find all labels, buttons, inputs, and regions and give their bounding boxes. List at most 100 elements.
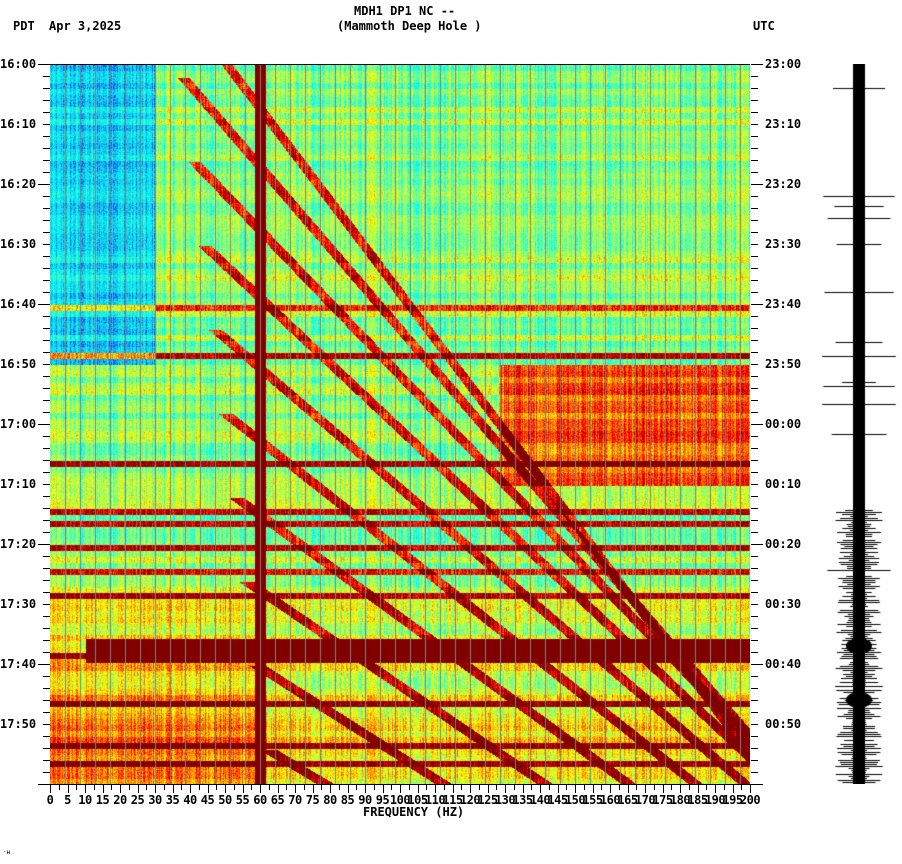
y-tick-left <box>43 736 50 737</box>
x-tick <box>601 784 602 790</box>
y-tick-left <box>43 124 50 125</box>
y-tick-label-right: 00:10 <box>765 477 802 491</box>
y-tick-right <box>751 484 758 485</box>
x-tick <box>391 784 392 790</box>
y-tick-right <box>751 208 758 209</box>
y-tick-left <box>43 412 50 413</box>
y-tick-left <box>43 196 50 197</box>
y-tick-right <box>751 148 758 149</box>
y-tick-label-right: 23:30 <box>765 237 802 251</box>
x-tick <box>129 784 130 790</box>
x-tick-label: 80 <box>323 793 337 807</box>
x-tick-label: 190 <box>704 793 726 807</box>
y-tick-left <box>43 352 50 353</box>
y-tick-label-left: 17:00 <box>0 417 37 431</box>
y-tick-label-right: 00:00 <box>765 417 802 431</box>
x-tick-label: 135 <box>512 793 533 807</box>
y-tick-label-right: 00:20 <box>765 537 802 551</box>
y-tick-label-right: 23:00 <box>765 57 802 71</box>
x-tick <box>680 784 681 793</box>
x-tick-label: 160 <box>599 793 621 807</box>
x-tick <box>138 784 139 793</box>
y-tick-right <box>751 688 758 689</box>
y-tick-right <box>751 760 758 761</box>
x-tick <box>610 784 611 793</box>
y-tick-right <box>751 196 758 197</box>
y-tick-left <box>43 580 50 581</box>
x-tick <box>444 784 445 790</box>
y-tick-right <box>751 112 758 113</box>
x-tick-label: 150 <box>564 793 586 807</box>
x-tick-label: 75 <box>305 793 320 807</box>
y-tick-left <box>43 724 50 725</box>
y-tick-right <box>751 340 758 341</box>
x-tick <box>243 784 244 793</box>
x-tick <box>496 784 497 790</box>
x-tick <box>593 784 594 793</box>
y-tick-right <box>751 736 758 737</box>
x-tick <box>636 784 637 790</box>
x-tick <box>155 784 156 793</box>
y-tick-left <box>43 616 50 617</box>
y-tick-left <box>43 88 50 89</box>
x-tick-label: 120 <box>459 793 481 807</box>
y-tick-left <box>43 100 50 101</box>
x-tick <box>715 784 716 793</box>
x-tick-label: 40 <box>183 793 197 807</box>
y-tick-left <box>43 400 50 401</box>
right-timezone-label: UTC <box>753 19 775 33</box>
location-title: (Mammoth Deep Hole ) <box>337 19 482 33</box>
x-tick <box>216 784 217 790</box>
y-tick-right <box>751 88 758 89</box>
x-tick <box>295 784 296 793</box>
y-tick-left <box>43 340 50 341</box>
x-tick <box>190 784 191 793</box>
x-tick <box>103 784 104 793</box>
footnote-mark: ˑʜ <box>3 849 11 856</box>
y-tick-right <box>751 652 758 653</box>
x-tick-label: 140 <box>529 793 551 807</box>
x-tick <box>724 784 725 790</box>
y-tick-right <box>751 268 758 269</box>
y-tick-label-right: 23:40 <box>765 297 802 311</box>
x-tick <box>383 784 384 793</box>
x-tick-label: 20 <box>113 793 127 807</box>
y-tick-left <box>43 460 50 461</box>
seismogram-trace <box>820 64 902 784</box>
x-tick <box>234 784 235 790</box>
x-tick <box>278 784 279 793</box>
y-tick-left <box>43 496 50 497</box>
y-tick-right <box>751 136 758 137</box>
x-tick <box>348 784 349 793</box>
y-tick-label-left: 16:50 <box>0 357 37 371</box>
x-tick-label: 155 <box>582 793 603 807</box>
y-tick-left <box>43 532 50 533</box>
x-tick <box>146 784 147 790</box>
y-tick-right <box>751 280 758 281</box>
y-tick-right <box>751 628 758 629</box>
x-tick <box>741 784 742 790</box>
x-tick-label: 0 <box>46 793 54 807</box>
y-tick-left <box>43 700 50 701</box>
x-tick <box>339 784 340 790</box>
y-tick-label-left: 16:10 <box>0 117 37 131</box>
x-tick-label: 55 <box>235 793 250 807</box>
y-tick-left <box>43 508 50 509</box>
x-tick-label: 200 <box>739 793 761 807</box>
y-tick-right <box>751 520 758 521</box>
y-tick-label-right: 23:10 <box>765 117 802 131</box>
x-tick-label: 110 <box>424 793 446 807</box>
y-tick-left <box>43 436 50 437</box>
y-tick-right <box>751 220 758 221</box>
y-tick-left <box>43 388 50 389</box>
spectrogram-plot <box>50 64 750 785</box>
y-tick-left <box>43 640 50 641</box>
y-tick-right <box>751 748 758 749</box>
x-tick <box>286 784 287 790</box>
y-tick-left <box>43 328 50 329</box>
y-tick-left <box>43 256 50 257</box>
x-tick <box>549 784 550 790</box>
y-tick-right <box>751 472 758 473</box>
x-tick <box>505 784 506 793</box>
y-tick-right <box>751 784 763 785</box>
